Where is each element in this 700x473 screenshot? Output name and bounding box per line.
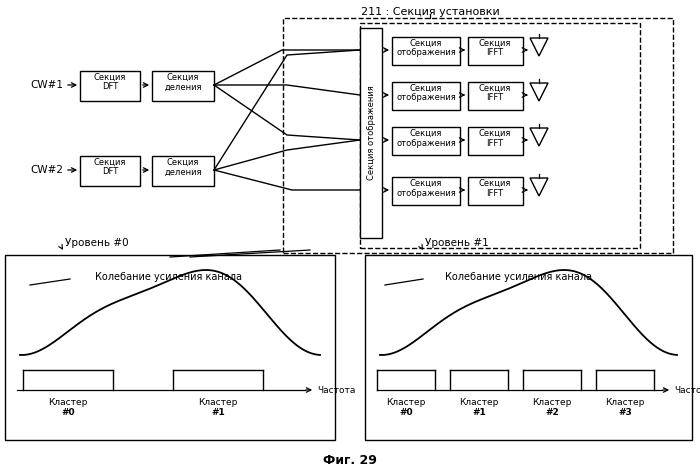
Text: CW#2: CW#2 xyxy=(30,165,63,175)
Text: Уровень #1: Уровень #1 xyxy=(425,238,489,248)
Text: отображения: отображения xyxy=(396,94,456,103)
Text: деления: деления xyxy=(164,167,202,176)
Bar xyxy=(152,71,214,101)
Text: Секция: Секция xyxy=(479,84,511,93)
Text: Фиг. 29: Фиг. 29 xyxy=(323,454,377,466)
Text: Секция отображения: Секция отображения xyxy=(367,86,375,180)
Bar xyxy=(468,37,523,65)
Bar xyxy=(392,37,460,65)
Bar xyxy=(152,156,214,186)
Bar xyxy=(468,127,523,155)
Text: Секция: Секция xyxy=(94,72,126,81)
Text: Кластер: Кластер xyxy=(48,397,88,406)
Text: Секция: Секция xyxy=(410,38,442,47)
Bar xyxy=(5,255,335,440)
Bar xyxy=(360,28,382,238)
Text: Кластер: Кластер xyxy=(459,397,498,406)
Text: DFT: DFT xyxy=(102,167,118,176)
Text: Кластер: Кластер xyxy=(532,397,572,406)
Text: IFFT: IFFT xyxy=(486,139,503,148)
Text: Секция: Секция xyxy=(479,178,511,187)
Text: Частота: Частота xyxy=(674,385,700,394)
Text: деления: деления xyxy=(164,82,202,91)
Text: #0: #0 xyxy=(399,408,413,417)
Bar xyxy=(392,82,460,110)
Text: Секция: Секция xyxy=(94,158,126,166)
Text: отображения: отображения xyxy=(396,49,456,58)
Text: #0: #0 xyxy=(61,408,75,417)
Text: Секция: Секция xyxy=(479,129,511,138)
Bar xyxy=(392,177,460,205)
Text: Секция: Секция xyxy=(167,158,200,166)
Text: Уровень #0: Уровень #0 xyxy=(65,238,129,248)
Text: отображения: отображения xyxy=(396,189,456,198)
Text: #1: #1 xyxy=(472,408,486,417)
Text: Кластер: Кластер xyxy=(606,397,645,406)
Bar xyxy=(468,82,523,110)
Bar xyxy=(365,255,692,440)
Bar xyxy=(80,71,140,101)
Text: IFFT: IFFT xyxy=(486,49,503,58)
Text: Кластер: Кластер xyxy=(386,397,426,406)
Text: Кластер: Кластер xyxy=(198,397,238,406)
Text: DFT: DFT xyxy=(102,82,118,91)
Text: Секция: Секция xyxy=(410,129,442,138)
Text: Секция: Секция xyxy=(410,178,442,187)
Bar xyxy=(392,127,460,155)
Bar xyxy=(80,156,140,186)
Text: отображения: отображения xyxy=(396,139,456,148)
Text: #3: #3 xyxy=(618,408,632,417)
Text: Секция: Секция xyxy=(479,38,511,47)
Bar xyxy=(283,18,673,253)
Text: 211 : Секция установки: 211 : Секция установки xyxy=(360,7,499,17)
Bar xyxy=(468,177,523,205)
Text: CW#1: CW#1 xyxy=(30,80,63,90)
Text: #2: #2 xyxy=(545,408,559,417)
Text: Секция: Секция xyxy=(410,84,442,93)
Text: Частота: Частота xyxy=(317,385,356,394)
Text: Колебание усиления канала: Колебание усиления канала xyxy=(445,272,592,282)
Text: IFFT: IFFT xyxy=(486,94,503,103)
Text: IFFT: IFFT xyxy=(486,189,503,198)
Text: Секция: Секция xyxy=(167,72,200,81)
Text: #1: #1 xyxy=(211,408,225,417)
Bar xyxy=(360,23,640,248)
Text: Колебание усиления канала: Колебание усиления канала xyxy=(95,272,242,282)
